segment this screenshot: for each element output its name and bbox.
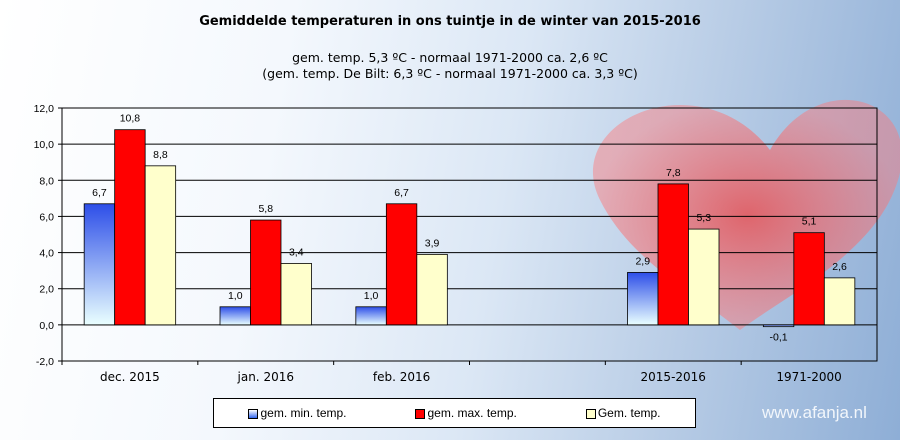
legend: gem. min. temp. gem. max. temp. Gem. tem…: [213, 398, 696, 428]
bar: [250, 219, 282, 326]
chart-title: Gemiddelde temperaturen in ons tuintje i…: [199, 14, 701, 29]
data-label: 1,0: [364, 290, 379, 302]
y-tick-label: 4,0: [39, 248, 54, 260]
data-label: 5,8: [258, 203, 273, 215]
bar: [627, 272, 659, 326]
bar: [219, 306, 251, 326]
x-tick-label: 1971-2000: [776, 370, 841, 384]
legend-item-min: gem. min. temp.: [248, 406, 347, 420]
legend-label-max: gem. max. temp.: [427, 406, 517, 420]
y-tick-label: 12,0: [34, 103, 55, 115]
x-tick-label: dec. 2015: [100, 370, 160, 384]
bar: [144, 165, 177, 326]
legend-item-avg: Gem. temp.: [585, 406, 661, 420]
chart-subtitle-1: gem. temp. 5,3 ºC - normaal 1971-2000 ca…: [292, 50, 608, 65]
bar: [762, 324, 795, 328]
y-tick-label: 10,0: [34, 139, 55, 151]
data-label: 5,1: [802, 216, 817, 228]
data-label: 10,8: [120, 113, 141, 125]
bar: [385, 203, 418, 326]
x-tick-label: jan. 2016: [237, 370, 294, 384]
data-label: 3,9: [425, 237, 440, 249]
bar: [114, 129, 146, 326]
data-label: 8,8: [153, 149, 168, 161]
legend-swatch-avg: [585, 408, 596, 419]
y-tick-label: 6,0: [39, 211, 54, 223]
bar: [657, 183, 689, 326]
bar: [280, 263, 312, 326]
y-tick-label: -2,0: [36, 356, 54, 368]
legend-swatch-max: [415, 408, 426, 419]
y-tick-label: 0,0: [39, 320, 54, 332]
data-label: 2,9: [635, 255, 650, 267]
bar: [793, 232, 825, 326]
chart-subtitle-2: (gem. temp. De Bilt: 6,3 ºC - normaal 19…: [262, 66, 638, 81]
data-label: 7,8: [666, 167, 681, 179]
bar: [83, 203, 116, 326]
y-tick-label: 2,0: [39, 284, 54, 296]
legend-label-min: gem. min. temp.: [260, 406, 347, 420]
y-tick-label: 8,0: [39, 175, 54, 187]
data-label: -0,1: [770, 332, 788, 344]
x-tick-label: 2015-2016: [641, 370, 706, 384]
data-label: 2,6: [832, 261, 847, 273]
bar: [416, 253, 448, 326]
plot-frame: [61, 107, 878, 362]
data-label: 1,0: [228, 290, 243, 302]
bar: [688, 228, 720, 326]
data-label: 6,7: [394, 187, 409, 199]
legend-swatch-min: [248, 408, 259, 419]
bar: [355, 306, 387, 326]
bar: [823, 277, 856, 326]
data-label: 3,4: [289, 246, 304, 258]
legend-item-max: gem. max. temp.: [415, 406, 517, 420]
legend-label-avg: Gem. temp.: [597, 406, 661, 420]
x-tick-label: feb. 2016: [373, 370, 430, 384]
watermark: www.afanja.nl: [762, 403, 867, 422]
data-label: 6,7: [92, 187, 107, 199]
data-label: 5,3: [696, 212, 711, 224]
